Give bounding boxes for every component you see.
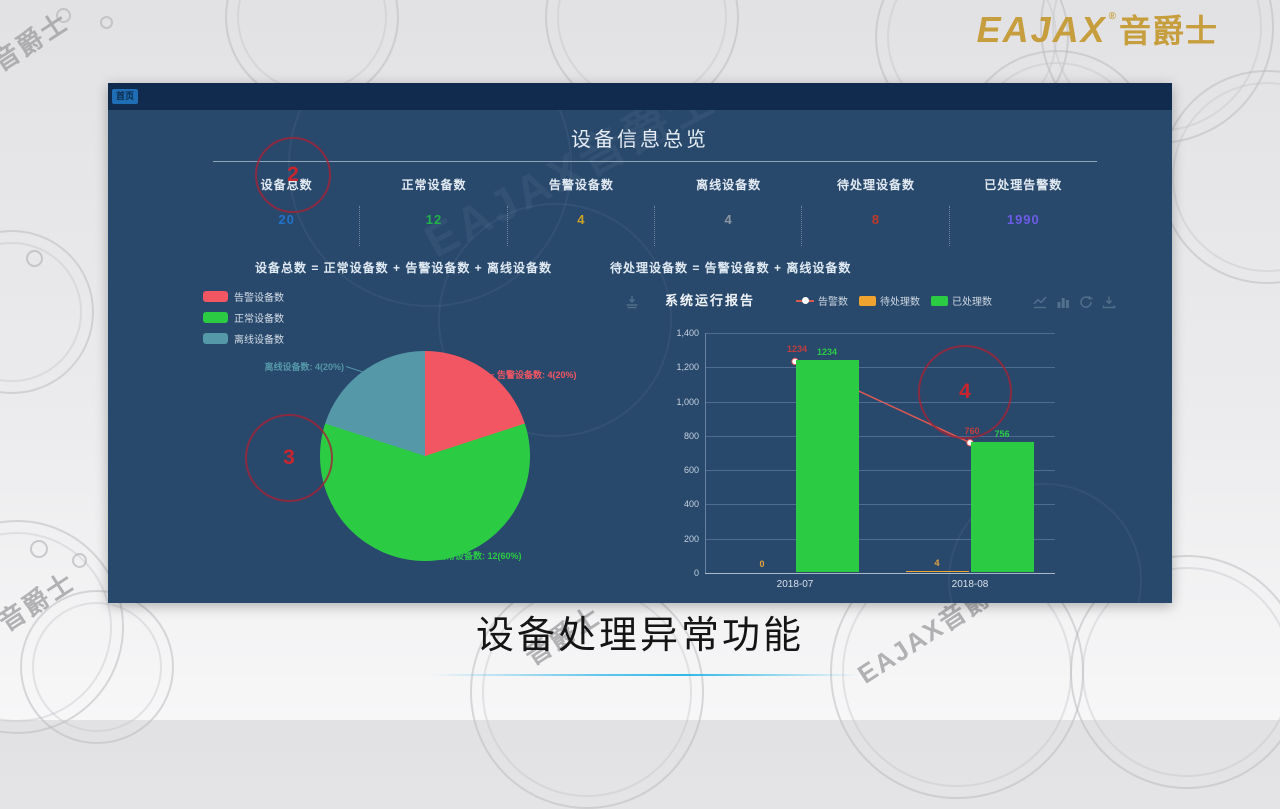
refresh-icon[interactable] xyxy=(1079,295,1093,309)
stat-handled-alarms: 已处理告警数 1990 xyxy=(950,176,1097,227)
pie-label-normal: 正常设备数: 12(60%) xyxy=(437,551,522,561)
y-tick-label: 0 xyxy=(693,568,699,578)
bar-value-label: 1234 xyxy=(816,347,838,358)
dashboard-navbar: 首页 xyxy=(108,83,1172,110)
registered-mark: ® xyxy=(1108,11,1116,22)
pie-chart xyxy=(320,351,530,561)
stat-label: 已处理告警数 xyxy=(984,178,1063,192)
rect-marker xyxy=(931,295,948,306)
y-tick-label: 600 xyxy=(683,465,699,476)
stat-value: 1990 xyxy=(1006,212,1040,227)
legend-swatch xyxy=(203,333,228,344)
x-tick-label: 2018-07 xyxy=(776,579,814,590)
watermark-circle xyxy=(0,230,94,394)
y-tick-label: 1,400 xyxy=(676,328,699,338)
logo-wordmark: EAJAX xyxy=(976,9,1107,50)
legend-item-normal[interactable]: 正常设备数 xyxy=(203,310,284,325)
gridline xyxy=(705,367,1055,369)
bar-value-label: 0 xyxy=(759,559,765,569)
x-axis-line xyxy=(705,573,1055,574)
pie-label-alarm: 告警设备数: 4(20%) xyxy=(497,370,577,380)
legend-label: 告警数 xyxy=(818,297,848,308)
chart-toolbar xyxy=(1033,295,1116,309)
pie-label-offline: 离线设备数: 4(20%) xyxy=(264,362,344,372)
legend-label: 已处理数 xyxy=(952,297,992,308)
bar-已处理数 xyxy=(971,442,1034,572)
bar-value-label: 4 xyxy=(934,557,940,568)
line-chart-icon[interactable] xyxy=(1033,295,1047,309)
logo-cn-name: 音爵士 xyxy=(1118,13,1218,49)
stat-normal-devices: 正常设备数 12 xyxy=(360,176,508,246)
stats-row: 设备总数 20 正常设备数 12 告警设备数 4 离线设备数 4 待处理设备数 … xyxy=(213,176,1097,246)
rect-marker xyxy=(859,295,876,306)
legend-item-handled[interactable]: 已处理数 xyxy=(931,293,992,308)
stat-label: 正常设备数 xyxy=(401,178,467,192)
legend-item-alarms[interactable]: 告警数 xyxy=(796,293,848,308)
gridline xyxy=(705,401,1055,403)
bar-chart-title: 系统运行报告 xyxy=(665,293,756,308)
watermark-dot xyxy=(100,16,113,29)
title-divider xyxy=(213,161,1097,162)
bar-chart-icon[interactable] xyxy=(1056,295,1070,309)
legend-item-offline[interactable]: 离线设备数 xyxy=(203,331,284,346)
bar-已处理数 xyxy=(796,360,859,572)
export-icon[interactable] xyxy=(625,295,639,314)
line-value-label: 1234 xyxy=(786,344,808,355)
y-tick-label: 800 xyxy=(683,430,699,441)
formula-total: 设备总数 = 正常设备数 + 告警设备数 + 离线设备数 xyxy=(255,261,553,275)
legend-item-pending[interactable]: 待处理数 xyxy=(859,293,920,308)
y-tick-label: 400 xyxy=(683,499,699,510)
gridline xyxy=(705,470,1055,472)
legend-label: 告警设备数 xyxy=(234,293,284,304)
y-tick-label: 1,200 xyxy=(676,362,699,373)
stat-value: 4 xyxy=(577,212,586,227)
bar-value-label: 756 xyxy=(994,429,1010,440)
stat-value: 8 xyxy=(871,212,881,227)
stat-value: 12 xyxy=(425,212,443,227)
legend-swatch xyxy=(203,312,228,323)
dashboard-screenshot: EAJAX音爵士 首页 设备信息总览 设备总数 20 正常设备数 12 告警设备… xyxy=(108,83,1172,603)
y-tick-label: 200 xyxy=(683,533,699,544)
y-tick-label: 1,000 xyxy=(676,396,699,407)
annotation-circle-3: 3 xyxy=(245,414,333,502)
x-tick-label: 2018-08 xyxy=(951,579,989,590)
watermark-dot xyxy=(30,540,48,558)
nav-tab-home[interactable]: 首页 xyxy=(112,89,139,104)
gridline xyxy=(705,435,1055,437)
line-marker xyxy=(796,297,814,304)
pie-label-line xyxy=(421,535,434,550)
watermark-dot xyxy=(72,553,87,568)
gridline xyxy=(705,504,1055,506)
stat-value: 20 xyxy=(278,212,295,227)
stat-offline-devices: 离线设备数 4 xyxy=(655,176,803,246)
legend-item-alarm[interactable]: 告警设备数 xyxy=(203,289,284,304)
bar-plot: 0 200 400 600 800 1,000 1,200 1,400 2018-07 0 1234… xyxy=(676,328,1055,590)
gridline xyxy=(705,538,1055,540)
stat-label: 待处理设备数 xyxy=(836,178,915,192)
legend-label: 待处理数 xyxy=(880,297,920,308)
caption-underline xyxy=(428,674,860,676)
page-title: 设备信息总览 xyxy=(571,129,709,151)
legend-label: 离线设备数 xyxy=(234,335,284,346)
legend-swatch xyxy=(203,291,228,302)
download-icon[interactable] xyxy=(1102,295,1116,309)
annotation-circle-4: 4 xyxy=(918,345,1012,439)
annotation-circle-2: 2 xyxy=(255,137,331,213)
formula-pending: 待处理设备数 = 告警设备数 + 离线设备数 xyxy=(610,261,852,275)
stat-alarm-devices: 告警设备数 4 xyxy=(508,176,656,246)
pie-legend: 告警设备数 正常设备数 离线设备数 xyxy=(203,289,284,352)
gridline xyxy=(705,333,1055,334)
stat-value: 4 xyxy=(724,212,733,227)
legend-label: 正常设备数 xyxy=(234,314,284,325)
stat-pending-devices: 待处理设备数 8 xyxy=(802,176,950,246)
bar-legend: 告警数 待处理数 已处理数 xyxy=(796,293,992,308)
watermark-dot xyxy=(56,8,71,23)
stat-label: 告警设备数 xyxy=(548,178,614,192)
watermark-circle xyxy=(438,203,672,437)
slide-caption: 设备处理异常功能 xyxy=(475,615,804,657)
brand-logo: EAJAX ® 音爵士 xyxy=(977,6,1218,52)
watermark-dot xyxy=(26,250,43,267)
stat-label: 离线设备数 xyxy=(696,178,762,192)
bar-待处理数 xyxy=(906,570,969,572)
